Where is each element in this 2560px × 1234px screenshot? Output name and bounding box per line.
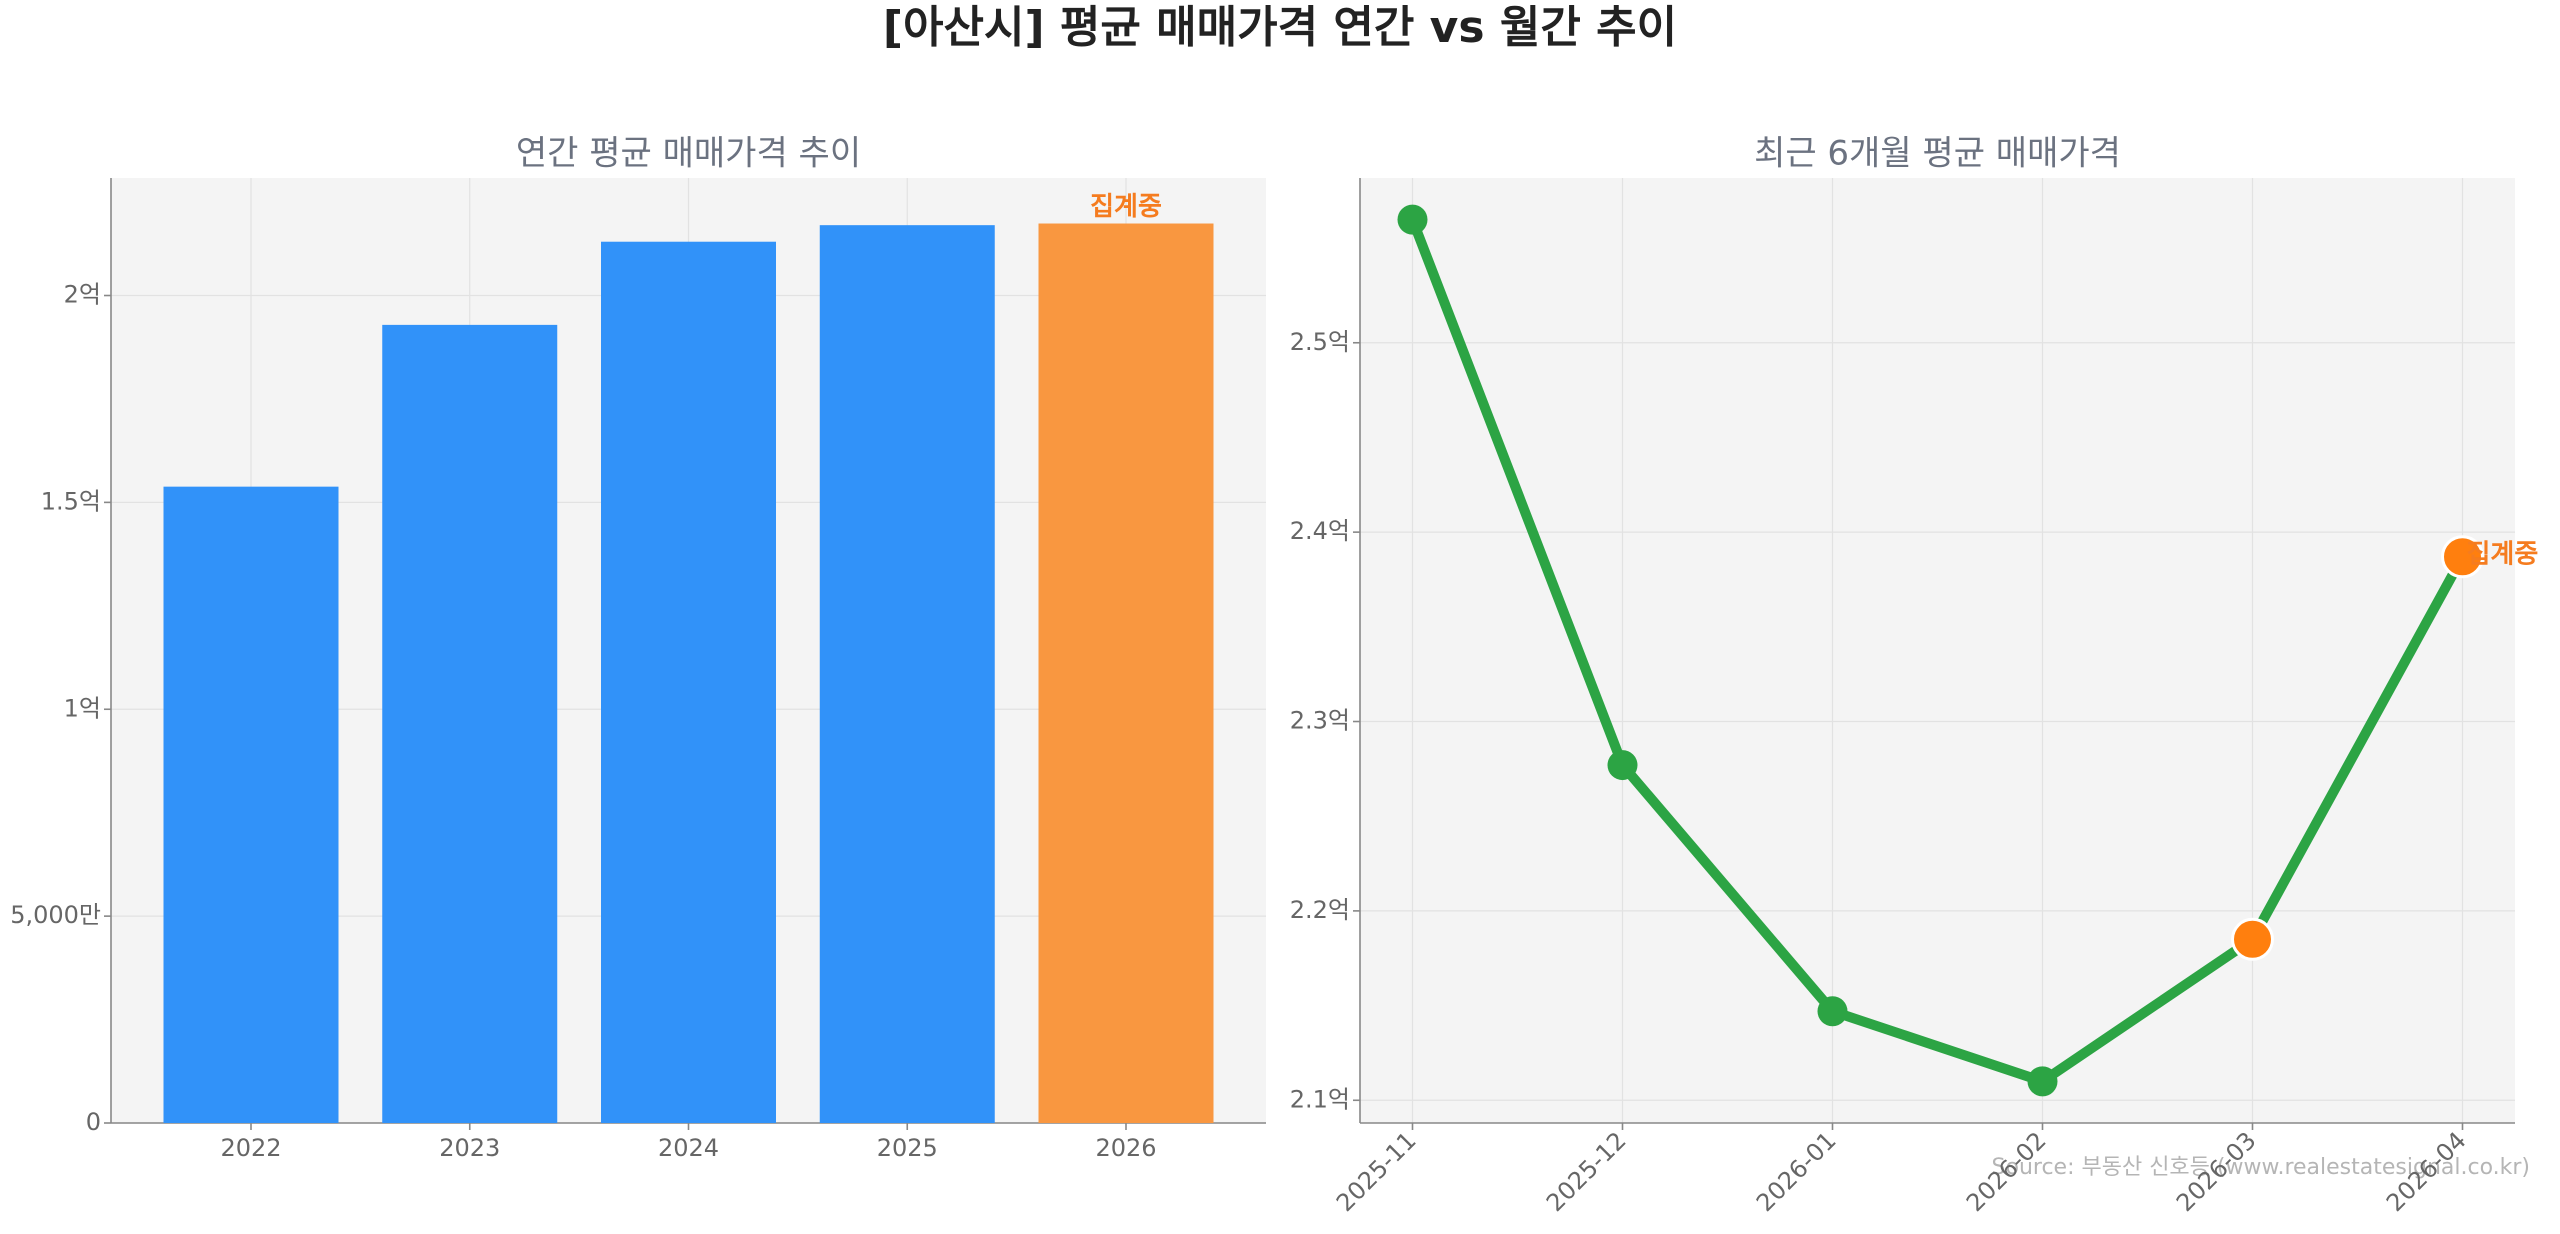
bar	[819, 225, 995, 1124]
x-tick-label: 2026-01	[1751, 1126, 1842, 1217]
x-tick-label: 2025	[877, 1134, 938, 1162]
x-tick-label: 2024	[658, 1134, 719, 1162]
annotation: 집계중	[1090, 192, 1162, 222]
chart-title: 최근 6개월 평균 매매가격	[1754, 134, 2121, 174]
y-tick-label: 2.5억	[1290, 328, 1350, 356]
x-tick-label: 2026	[1095, 1134, 1156, 1162]
bar	[601, 241, 776, 1123]
y-tick-label: 0	[86, 1108, 101, 1136]
y-tick-label: 2.3억	[1290, 707, 1350, 735]
page-title: [아산시] 평균 매매가격 연간 vs 월간 추이	[883, 2, 1677, 53]
bar	[382, 324, 558, 1123]
y-tick-label: 2.4억	[1290, 517, 1350, 545]
point	[2441, 535, 2484, 579]
y-tick-label: 1억	[64, 694, 101, 722]
line	[1407, 217, 2467, 1087]
bar	[1038, 223, 1214, 1123]
bar	[163, 486, 339, 1123]
x-tick-label: 2025-12	[1541, 1126, 1632, 1217]
annotation: 집계중	[2467, 539, 2539, 569]
point	[1607, 750, 1638, 781]
chart-title: 연간 평균 매매가격 추이	[516, 134, 861, 174]
x-tick-label: 2023	[439, 1134, 500, 1162]
y-tick-label: 2억	[64, 281, 101, 309]
point	[2027, 1066, 2058, 1097]
y-tick-label: 2.1억	[1290, 1085, 1350, 1113]
plot-background	[1360, 178, 2515, 1123]
x-tick-label: 2022	[220, 1134, 281, 1162]
y-tick-label: 1.5억	[41, 487, 101, 515]
source-note: Source: 부동산 신호등 (www.realestatesignal.co…	[1992, 1155, 2530, 1180]
y-tick-label: 5,000만	[10, 901, 101, 929]
x-tick-label: 2025-11	[1331, 1126, 1422, 1217]
point	[1817, 996, 1848, 1027]
point	[1397, 204, 1428, 235]
point	[2231, 917, 2274, 961]
y-tick-label: 2.2억	[1290, 896, 1350, 924]
